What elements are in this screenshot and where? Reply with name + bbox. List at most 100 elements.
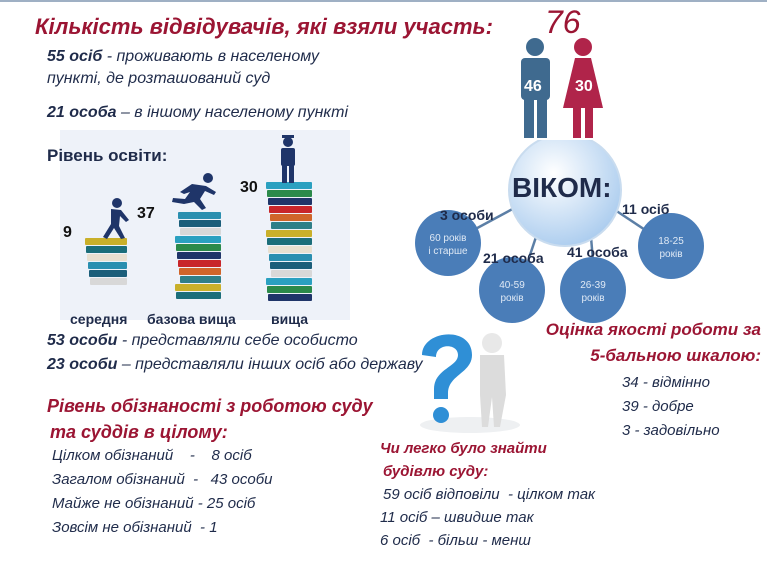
book-icon: [175, 284, 221, 291]
building-item: 11 осіб – швидше так: [380, 509, 534, 526]
women-count: 30: [575, 78, 593, 95]
representation-self-text: - представляли себе особисто: [117, 332, 358, 349]
rating-satisfactory: 3 - задовільно: [622, 422, 720, 439]
book-icon: [87, 254, 127, 261]
book-icon: [271, 222, 312, 229]
book-icon: [90, 278, 127, 285]
book-stack-higher: [266, 182, 312, 302]
representation-self-count: 53 особи: [47, 332, 118, 349]
age-count-26-39: 41 особа: [567, 244, 628, 260]
book-icon: [178, 212, 221, 219]
residence-other: 21 особа – в іншому населеному пункті: [47, 104, 348, 122]
top-border: [0, 0, 767, 2]
book-icon: [268, 294, 312, 301]
building-heading-1: Чи легко було знайти: [380, 440, 547, 457]
age-range-40-59-2: років: [500, 293, 523, 304]
book-icon: [177, 252, 221, 259]
book-icon: [180, 276, 221, 283]
education-secondary-count: 9: [63, 224, 72, 241]
book-icon: [267, 286, 312, 293]
age-range-26-39-2: років: [581, 293, 604, 304]
age-circle-18-25: [638, 213, 704, 279]
book-icon: [266, 230, 312, 237]
book-icon: [268, 246, 312, 253]
residence-local-text: - проживають в населеному: [102, 48, 320, 65]
awareness-heading-1: Рівень обізнаності з роботою суду: [47, 396, 373, 416]
residence-local: 55 осіб - проживають в населеному: [47, 48, 319, 66]
walking-person-icon: [103, 198, 129, 239]
book-icon: [271, 270, 312, 277]
age-circle-26-39: [560, 257, 626, 323]
representation-self: 53 особи - представляли себе особисто: [47, 332, 358, 350]
book-icon: [175, 236, 221, 243]
awareness-item: Майже не обізнаний - 25 осіб: [52, 495, 256, 512]
age-range-18-25-2: років: [659, 249, 682, 260]
representation-others-count: 23 особи: [47, 356, 118, 373]
awareness-item: Зовсім не обізнаний - 1: [52, 519, 218, 536]
age-range-18-25-1: 18-25: [658, 236, 684, 247]
rating-excellent: 34 - відмінно: [622, 374, 710, 391]
age-diagram: ВІКОМ: 60 років і старше 40-59 років 26-…: [415, 140, 704, 323]
age-heading: ВІКОМ:: [512, 172, 612, 203]
age-count-40-59: 21 особа: [483, 250, 544, 266]
book-icon: [89, 270, 127, 277]
book-icon: [270, 262, 312, 269]
education-higher-count: 30: [240, 179, 258, 196]
total-visitors: 76: [545, 4, 581, 40]
residence-local-text2: пункті, де розташований суд: [47, 70, 271, 87]
age-range-60plus-2: і старше: [428, 246, 468, 257]
residence-other-text: – в іншому населеному пункті: [116, 104, 349, 121]
book-stack-basic-higher: [175, 212, 221, 302]
graduate-person-icon: [281, 135, 295, 183]
rating-heading-2: 5-бальною шкалою:: [590, 346, 761, 365]
building-item: 59 осіб відповіли - цілком так: [383, 486, 596, 503]
book-icon: [268, 198, 312, 205]
residence-other-count: 21 особа: [47, 104, 117, 121]
page-title: Кількість відвідувачів, які взяли участь…: [35, 14, 493, 39]
education-heading: Рівень освіти:: [47, 146, 168, 165]
book-icon: [176, 292, 221, 299]
representation-others-text: – представляли інших осіб або державу: [117, 356, 423, 373]
age-circle-40-59: [479, 257, 545, 323]
book-icon: [176, 244, 221, 251]
book-icon: [88, 262, 127, 269]
education-basic-higher-label: базова вища: [147, 311, 236, 327]
book-icon: [86, 246, 127, 253]
book-icon: [267, 238, 312, 245]
age-range-60plus-1: 60 років: [430, 233, 467, 244]
book-icon: [270, 214, 312, 221]
rating-good: 39 - добре: [622, 398, 694, 415]
book-icon: [178, 260, 221, 267]
book-icon: [269, 254, 312, 261]
book-icon: [266, 182, 312, 189]
residence-local-count: 55 осіб: [47, 48, 103, 65]
book-icon: [267, 190, 312, 197]
rating-heading-1: Оцінка якості роботи за: [545, 320, 761, 339]
awareness-heading-2: та суддів в цілому:: [50, 422, 228, 442]
awareness-item: Загалом обізнаний - 43 особи: [52, 471, 273, 488]
education-secondary-label: середня: [70, 311, 128, 327]
age-count-18-25: 11 осіб: [622, 201, 670, 217]
building-item: 6 осіб - більш - менш: [380, 532, 531, 549]
book-icon: [85, 238, 127, 245]
gender-figures: [521, 38, 603, 138]
woman-icon: [563, 38, 603, 138]
running-person-icon: [172, 173, 216, 210]
age-count-60plus: 3 особи: [440, 207, 494, 223]
man-icon: [521, 38, 550, 138]
age-circle-60plus: [415, 210, 481, 276]
book-icon: [179, 268, 221, 275]
book-icon: [179, 220, 221, 227]
age-range-26-39-1: 26-39: [580, 280, 606, 291]
representation-others: 23 особи – представляли інших осіб або д…: [47, 356, 423, 374]
book-stack-secondary: [85, 238, 127, 290]
question-mark-person-icon: [420, 333, 520, 433]
men-count: 46: [524, 78, 542, 95]
awareness-item: Цілком обізнаний - 8 осіб: [52, 447, 252, 464]
building-heading-2: будівлю суду:: [383, 463, 489, 480]
book-icon: [269, 206, 312, 213]
age-range-40-59-1: 40-59: [499, 280, 525, 291]
education-higher-label: вища: [271, 311, 308, 327]
book-icon: [180, 228, 221, 235]
age-center-circle: [508, 140, 622, 247]
